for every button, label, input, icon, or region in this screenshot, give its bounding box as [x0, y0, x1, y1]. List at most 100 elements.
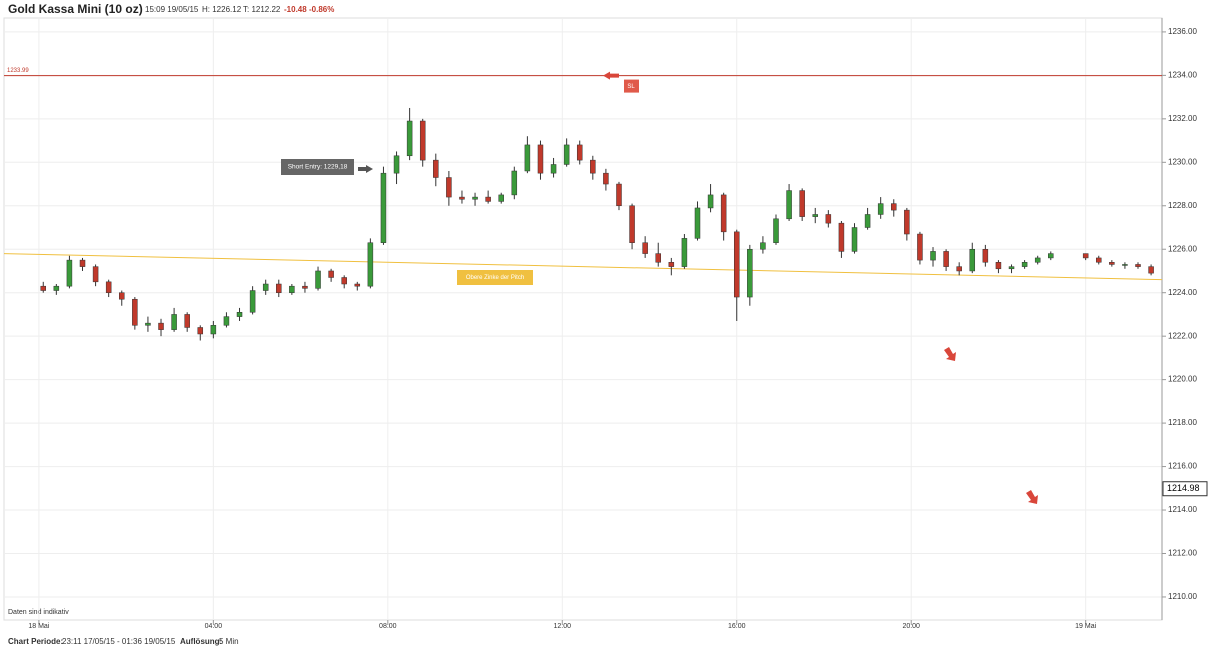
candle-body — [210, 325, 217, 335]
candle-body — [1048, 253, 1054, 259]
candle-body — [406, 120, 413, 157]
stop-loss-arrow — [603, 71, 619, 80]
header-change: -10.48 — [284, 5, 307, 14]
candle-body — [485, 196, 491, 202]
pitch-label: Obere Zinke der Pitch — [466, 275, 524, 281]
candle-body — [158, 322, 164, 330]
header-change-pct: -0.86% — [309, 5, 334, 14]
candle-body — [498, 194, 504, 202]
candle-body — [1109, 262, 1115, 265]
footer-period: 23:11 17/05/15 - 01:36 19/05/15 — [62, 637, 176, 646]
candle-body — [668, 262, 675, 267]
candle-body — [982, 248, 989, 263]
candle-body — [249, 290, 256, 313]
x-tick-label: 20:00 — [902, 623, 920, 630]
candle-body — [969, 248, 976, 272]
candle-body — [119, 292, 125, 300]
candle-body — [419, 120, 426, 161]
candle-body — [354, 283, 361, 287]
candle-body — [550, 164, 557, 174]
candle-body — [132, 298, 138, 326]
candle-body — [236, 312, 243, 317]
candle-body — [930, 251, 936, 261]
candle-body — [603, 172, 609, 185]
candle-body — [1135, 264, 1141, 267]
candle-body — [262, 283, 269, 291]
candle-body — [864, 214, 871, 228]
candle-body — [891, 203, 897, 211]
short-entry-label: Short Entry: 1229,18 — [288, 164, 348, 171]
candle-body — [79, 259, 86, 267]
header-high: H: 1226.12 — [202, 5, 242, 14]
candle-body — [145, 322, 151, 326]
footer-period-label: Chart Periode: — [8, 637, 63, 646]
chart-title: Gold Kassa Mini (10 oz) — [8, 2, 143, 16]
y-tick-label: 1214.00 — [1168, 505, 1197, 514]
candle-body — [433, 159, 439, 178]
candle-body — [773, 218, 779, 243]
candle-body — [747, 248, 753, 298]
candle-body — [53, 285, 60, 291]
candle-body — [1021, 262, 1028, 267]
candle-body — [707, 194, 714, 209]
candle-body — [1034, 257, 1041, 263]
candle-body — [799, 190, 805, 217]
candle-body — [576, 144, 583, 161]
candle-body — [995, 262, 1002, 270]
y-tick-label: 1220.00 — [1168, 375, 1197, 384]
candle-body — [904, 209, 910, 235]
candle-body — [616, 183, 622, 207]
y-tick-label: 1232.00 — [1168, 114, 1197, 123]
candle-body — [537, 144, 544, 174]
x-tick-label: 12:00 — [554, 623, 572, 630]
x-tick-label: 16:00 — [728, 623, 746, 630]
candle-body — [40, 285, 47, 291]
candle-body — [472, 196, 478, 200]
candle-body — [171, 314, 177, 330]
candle-body — [681, 238, 688, 267]
y-tick-label: 1212.00 — [1168, 549, 1197, 558]
y-tick-label: 1236.00 — [1168, 27, 1197, 36]
y-tick-label: 1226.00 — [1168, 244, 1197, 253]
pitch-box — [457, 270, 533, 285]
candle-body — [825, 214, 832, 224]
candle-body — [694, 207, 701, 239]
candle-body — [956, 266, 962, 272]
candle-body — [328, 270, 334, 278]
y-tick-label: 1234.00 — [1168, 70, 1197, 79]
y-tick-label: 1230.00 — [1168, 157, 1197, 166]
x-tick-label: 18 Mai — [28, 623, 49, 630]
y-tick-label: 1222.00 — [1168, 331, 1197, 340]
x-tick-label: 08:00 — [379, 623, 397, 630]
y-tick-label: 1216.00 — [1168, 462, 1197, 471]
candle-body — [917, 233, 923, 261]
candle-body — [459, 196, 465, 200]
candle-body — [92, 266, 99, 283]
candle-body — [760, 242, 766, 250]
candle-body — [524, 144, 531, 172]
candle-body — [380, 172, 387, 243]
candle-body — [223, 316, 230, 326]
y-tick-label: 1218.00 — [1168, 418, 1197, 427]
y-tick-label: 1210.00 — [1168, 592, 1197, 601]
candle-body — [1122, 264, 1128, 266]
candle-body — [943, 251, 949, 267]
candle-body — [563, 144, 570, 165]
short-entry-box — [281, 159, 354, 175]
candle-body — [851, 227, 858, 252]
x-tick-label: 04:00 — [205, 623, 223, 630]
candle-body — [655, 253, 661, 263]
candle-body — [812, 214, 819, 217]
candle-body — [197, 327, 204, 335]
pitch-line — [3, 253, 1163, 281]
stop-loss-value: 1233.99 — [7, 68, 29, 74]
candle-body — [289, 285, 295, 293]
candle-body — [184, 314, 190, 328]
candle-body — [838, 222, 845, 252]
header-time: 15:09 19/05/15 — [145, 5, 199, 14]
candle-body — [315, 270, 321, 289]
footer-resolution-label: Auflösung: — [180, 637, 222, 646]
candle-body — [629, 205, 635, 243]
last-price-box — [1162, 481, 1208, 497]
